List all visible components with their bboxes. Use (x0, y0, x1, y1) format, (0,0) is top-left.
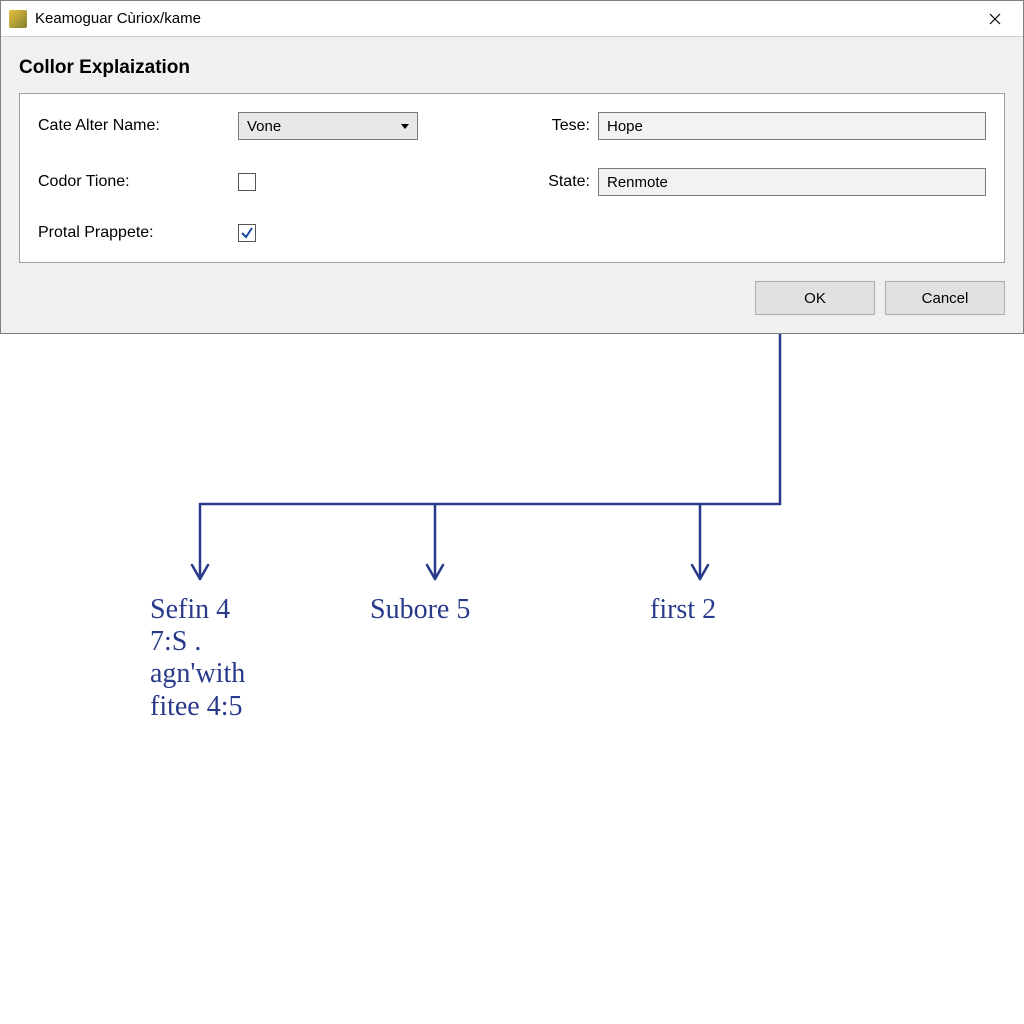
state-value: Renmote (607, 174, 668, 191)
state-field[interactable]: Renmote (598, 168, 986, 196)
protal-prappete-checkbox[interactable] (238, 224, 256, 242)
button-row: OK Cancel (19, 281, 1005, 315)
state-label: State: (498, 173, 598, 191)
app-icon (9, 10, 27, 28)
annotation-area: Sefin 47:S .agn'withfitee 4:5 Subore 5 fir… (0, 334, 1024, 894)
codor-tione-label: Codor Tione: (38, 173, 238, 191)
tese-field[interactable]: Hope (598, 112, 986, 140)
form-fieldset: Cate Alter Name: Vone Tese: Hope Codor T… (19, 93, 1005, 263)
dialog-body: Collor Explaization Cate Alter Name: Von… (1, 37, 1023, 333)
tese-value: Hope (607, 118, 643, 135)
codor-tione-checkbox[interactable] (238, 173, 256, 191)
titlebar: Keamoguar Cùriox/kame (1, 1, 1023, 37)
close-button[interactable] (975, 5, 1015, 33)
protal-prappete-label: Protal Prappete: (38, 224, 238, 242)
dialog-window: Keamoguar Cùriox/kame Collor Explaizatio… (0, 0, 1024, 334)
ok-button[interactable]: OK (755, 281, 875, 315)
annotation-label-0: Sefin 47:S .agn'withfitee 4:5 (150, 594, 245, 723)
cate-alter-name-combo[interactable]: Vone (238, 112, 418, 140)
annotation-label-1: Subore 5 (370, 594, 470, 626)
cancel-button[interactable]: Cancel (885, 281, 1005, 315)
tese-label: Tese: (498, 117, 598, 135)
section-title: Collor Explaization (19, 57, 1005, 79)
annotation-label-2: first 2 (650, 594, 716, 626)
window-title: Keamoguar Cùriox/kame (35, 10, 201, 27)
cate-alter-name-value: Vone (247, 118, 281, 135)
cate-alter-name-label: Cate Alter Name: (38, 117, 238, 135)
